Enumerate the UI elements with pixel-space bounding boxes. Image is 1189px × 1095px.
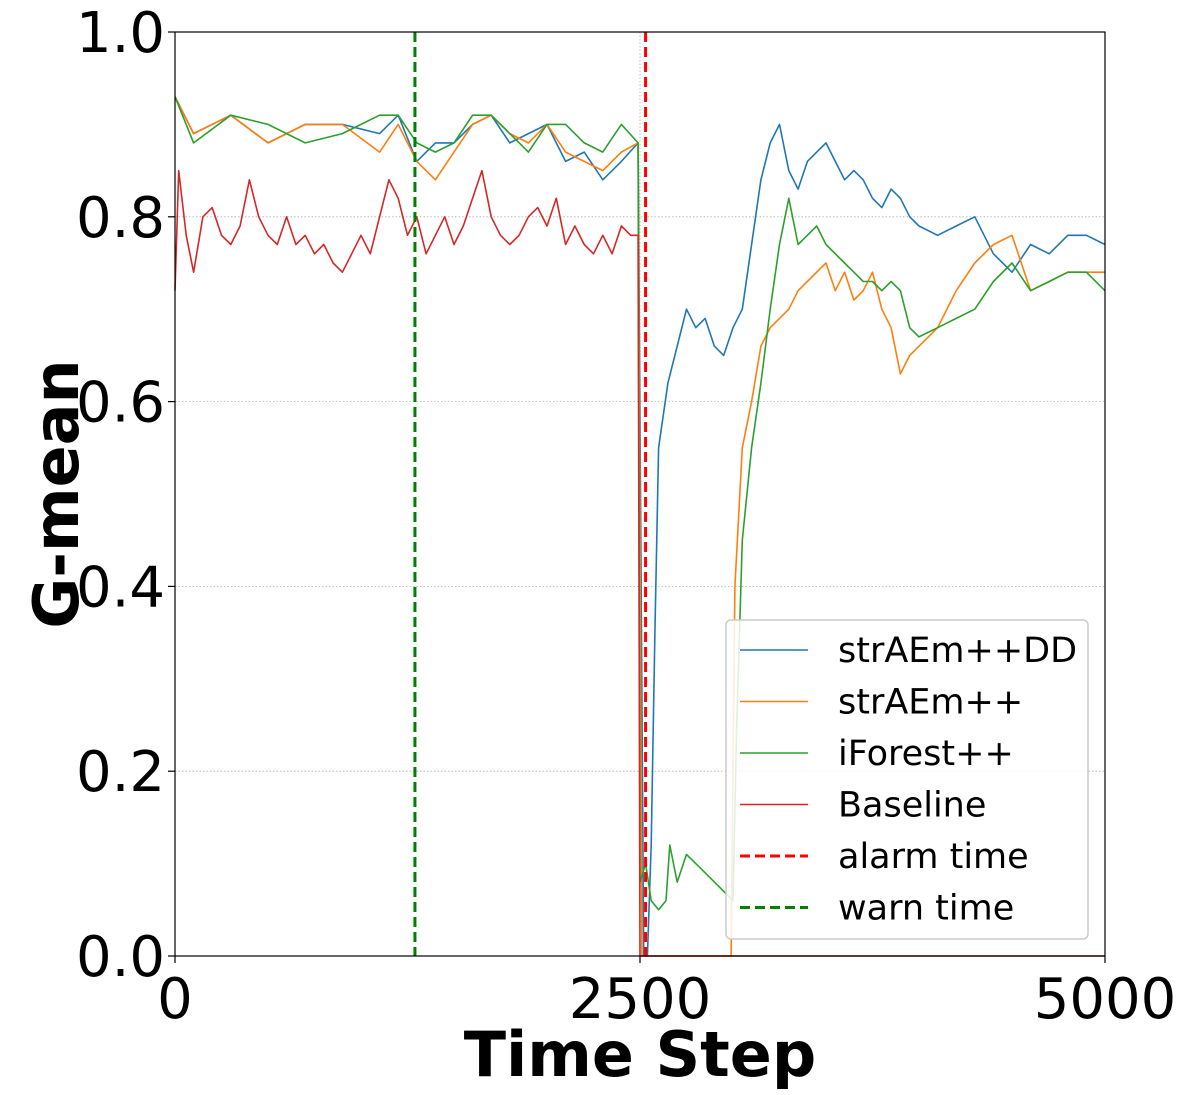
- series-line-strAEm++: [174, 96, 1105, 957]
- legend: strAEm++DD strAEm++ iForest++ Baseline alarm…: [725, 619, 1089, 940]
- legend-label: iForest++: [838, 734, 1014, 774]
- x-tick-label: 0: [157, 967, 193, 1032]
- legend-label: strAEm++: [838, 683, 1023, 723]
- y-tick-label: 0.6: [76, 371, 165, 436]
- x-axis-label: Time Step: [464, 1018, 817, 1091]
- legend-label: strAEm++DD: [838, 631, 1077, 671]
- legend-label: warn time: [838, 889, 1014, 929]
- y-axis-label: G-mean: [20, 359, 93, 628]
- y-tick-label: 1.0: [76, 1, 165, 66]
- legend-label: alarm time: [838, 837, 1029, 877]
- series-line-strAEm++DD: [174, 96, 1106, 957]
- series-line-iForest++: [174, 96, 1106, 911]
- axis-ticks: 0 2500 5000 0.0 0.2 0.4 0.6 0.8 1.0: [76, 1, 1176, 1032]
- series-line-Baseline: [174, 169, 1105, 957]
- x-tick-label: 5000: [1034, 967, 1177, 1032]
- y-tick-label: 0.0: [76, 925, 165, 990]
- series-lines: [174, 96, 1106, 957]
- event-lines: [413, 32, 648, 956]
- y-tick-label: 0.8: [76, 186, 165, 251]
- legend-box: [725, 619, 1089, 940]
- y-tick-label: 0.4: [76, 555, 165, 620]
- y-tick-label: 0.2: [76, 740, 165, 805]
- x-tick-label: 2500: [569, 967, 712, 1032]
- legend-label: Baseline: [838, 786, 986, 826]
